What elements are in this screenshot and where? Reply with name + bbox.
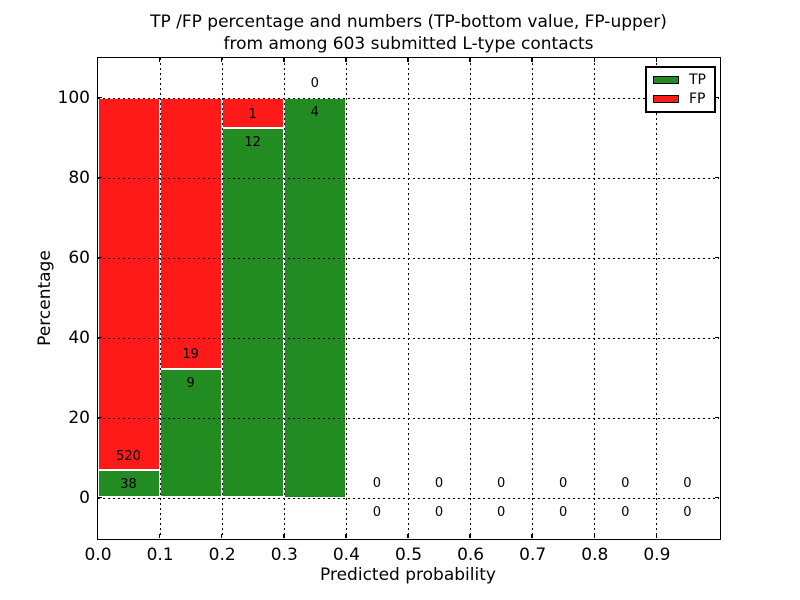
plot-area: 520 38 19 9 1 12 0 4 0 0 0 0 0 0 0 0 0 0 0 0 — [96, 56, 721, 540]
x-tick-label: 0.6 — [457, 545, 485, 565]
x-tick-top — [220, 57, 223, 62]
fp-bar-segment — [97, 97, 160, 471]
y-tick-right — [714, 336, 719, 339]
x-axis-label: Predicted probability — [320, 565, 496, 585]
fp-count-label: 19 — [182, 347, 199, 363]
tp-color-swatch — [653, 76, 679, 85]
x-tick-bottom — [345, 533, 347, 538]
x-tick-bottom — [655, 533, 658, 538]
chart-title-line2: from among 603 submitted L-type contacts — [223, 34, 594, 54]
v-gridline — [283, 57, 285, 538]
y-tick-label: 100 — [57, 88, 90, 108]
v-gridline — [159, 57, 161, 538]
v-gridline — [345, 57, 347, 538]
legend-item-fp: FP — [653, 91, 708, 107]
tp-count-label: 38 — [120, 477, 137, 493]
tp-count-label: 0 — [434, 504, 444, 520]
v-gridline — [532, 57, 534, 538]
tp-bar-segment — [283, 97, 346, 498]
x-tick-bottom — [96, 533, 99, 538]
x-tick-top — [283, 57, 285, 62]
tp-count-label: 12 — [244, 135, 261, 151]
y-tick-right — [714, 176, 719, 179]
x-tick-label: 0.9 — [643, 545, 671, 565]
fp-count-label: 0 — [372, 476, 382, 491]
x-tick-top — [96, 57, 99, 62]
y-tick-left — [97, 256, 102, 259]
y-tick-label: 0 — [79, 488, 90, 508]
tp-bar-segment — [97, 470, 160, 498]
fp-count-label: 0 — [496, 476, 506, 491]
y-axis-label: Percentage — [35, 250, 55, 346]
chart-title: TP /FP percentage and numbers (TP-bottom… — [0, 11, 800, 55]
tp-count-label: 0 — [372, 504, 382, 520]
v-gridline — [408, 57, 409, 538]
x-tick-label: 0.3 — [270, 545, 298, 565]
fp-count-label: 0 — [434, 476, 444, 491]
x-tick-label: 0.8 — [581, 545, 609, 565]
tp-count-label: 0 — [683, 504, 692, 520]
x-tick-top — [593, 57, 596, 62]
legend-item-tp: TP — [653, 72, 708, 88]
tp-count-label: 0 — [496, 504, 506, 520]
tp-count-label: 0 — [559, 504, 568, 520]
v-gridline — [221, 57, 223, 538]
x-tick-label: 0.0 — [84, 545, 112, 565]
x-tick-bottom — [220, 533, 223, 538]
v-gridline — [594, 57, 596, 538]
x-tick-bottom — [283, 533, 285, 538]
v-gridline — [470, 57, 472, 538]
y-tick-right — [714, 96, 719, 99]
tp-bar-segment — [221, 128, 284, 498]
x-tick-top — [655, 57, 658, 62]
tp-bar-segment — [159, 368, 222, 498]
x-tick-label: 0.5 — [394, 545, 423, 565]
y-tick-right — [714, 416, 719, 419]
chart-title-line1: TP /FP percentage and numbers (TP-bottom… — [150, 12, 667, 32]
x-tick-label: 0.7 — [519, 545, 547, 565]
fp-count-label: 0 — [559, 476, 568, 491]
x-tick-bottom — [593, 533, 596, 538]
x-tick-top — [407, 57, 409, 62]
fp-count-label: 520 — [116, 448, 141, 464]
x-tick-label: 0.1 — [146, 545, 174, 565]
fp-count-label: 0 — [621, 476, 630, 491]
y-tick-left — [97, 496, 102, 499]
fp-count-label: 0 — [310, 76, 319, 91]
legend-label-fp: FP — [689, 90, 706, 107]
y-tick-right — [714, 496, 719, 499]
y-tick-left — [97, 176, 102, 179]
tp-count-label: 0 — [621, 504, 630, 520]
y-tick-label: 60 — [68, 248, 90, 268]
y-tick-label: 20 — [68, 408, 90, 428]
x-tick-top — [345, 57, 347, 62]
x-tick-top — [158, 57, 161, 62]
x-tick-bottom — [158, 533, 161, 538]
tp-count-label: 9 — [186, 375, 195, 391]
fp-bar-segment — [159, 97, 222, 369]
legend-label-tp: TP — [689, 72, 706, 89]
fp-count-label: 0 — [683, 476, 692, 491]
y-tick-right — [714, 256, 719, 259]
x-tick-bottom — [531, 533, 533, 538]
x-tick-label: 0.4 — [332, 545, 360, 565]
tp-count-label: 4 — [310, 104, 319, 120]
legend: TP FP — [645, 66, 716, 113]
x-tick-bottom — [407, 533, 409, 538]
v-gridline — [656, 57, 658, 538]
y-tick-label: 80 — [68, 168, 90, 188]
x-tick-top — [531, 57, 533, 62]
x-tick-bottom — [469, 533, 471, 538]
y-tick-left — [97, 96, 102, 99]
fp-color-swatch — [653, 94, 679, 103]
plot-canvas: 520 38 19 9 1 12 0 4 0 0 0 0 0 0 0 0 0 0 0 0 — [96, 57, 719, 538]
y-tick-label: 40 — [68, 328, 90, 348]
y-tick-left — [97, 336, 102, 339]
x-tick-label: 0.2 — [208, 545, 236, 565]
x-tick-top — [469, 57, 471, 62]
y-tick-left — [97, 416, 102, 419]
fp-count-label: 1 — [248, 106, 257, 122]
